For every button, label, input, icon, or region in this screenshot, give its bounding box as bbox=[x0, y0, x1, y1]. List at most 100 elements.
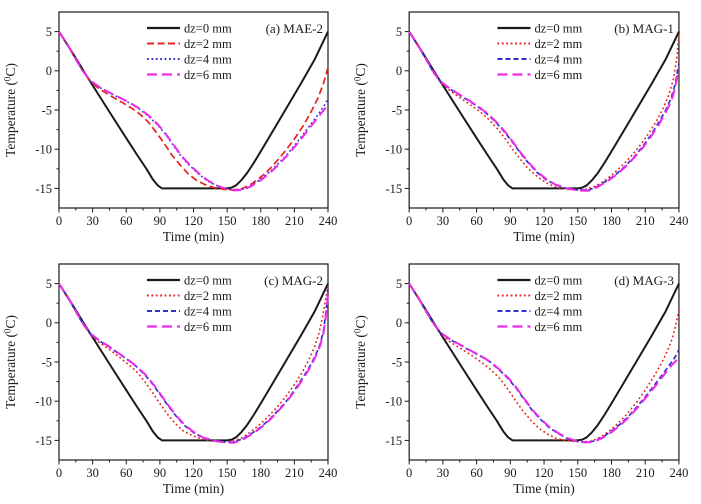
y-axis-label: Temperature (0C) bbox=[3, 315, 19, 409]
x-tick-label: 30 bbox=[437, 466, 450, 480]
subplot-d-canvas: 0 30 60 90 120 150 180 210 240 5 0 -5 -10 -15 Time (mi… bbox=[353, 263, 689, 496]
legend-label: dz=4 mm bbox=[535, 52, 583, 66]
x-tick-label: 210 bbox=[285, 214, 304, 228]
x-axis-label: Time (min) bbox=[513, 229, 574, 244]
legend-label: dz=0 mm bbox=[184, 273, 232, 287]
subplot-a: 0 30 60 90 120 150 180 210 240 5 0 -5 -10 -15 Time (mi… bbox=[0, 0, 350, 252]
y-tick-label: 0 bbox=[396, 64, 402, 78]
legend-label: dz=0 mm bbox=[535, 21, 583, 35]
subplot-a-canvas: 0 30 60 90 120 150 180 210 240 5 0 -5 -10 -15 Time (mi… bbox=[3, 11, 338, 244]
curve-dz-2-mm bbox=[408, 31, 680, 191]
legend-label: dz=0 mm bbox=[535, 273, 583, 287]
legend-label: dz=2 mm bbox=[535, 37, 583, 51]
curve-dz-2-mm bbox=[58, 283, 329, 443]
x-tick-label: 210 bbox=[636, 214, 655, 228]
curve-dz-6-mm bbox=[58, 31, 329, 192]
y-tick-label: -15 bbox=[385, 182, 402, 196]
subplot-d: 0 30 60 90 120 150 180 210 240 5 0 -5 -10 -15 Time (mi… bbox=[350, 252, 701, 504]
x-tick-label: 120 bbox=[184, 466, 203, 480]
legend-label: dz=2 mm bbox=[184, 289, 232, 303]
subplot-c: 0 30 60 90 120 150 180 210 240 5 0 -5 -10 -15 Time (mi… bbox=[0, 252, 350, 504]
x-tick-label: 150 bbox=[218, 466, 237, 480]
x-tick-label: 60 bbox=[120, 214, 133, 228]
x-tick-label: 60 bbox=[470, 466, 483, 480]
curve-dz-2-mm bbox=[58, 31, 329, 191]
subplot-title: (c) MAG-2 bbox=[264, 273, 323, 288]
curve-dz-6-mm bbox=[408, 283, 680, 444]
x-tick-label: 240 bbox=[319, 214, 338, 228]
x-axis-label: Time (min) bbox=[163, 229, 224, 244]
x-tick-label: 210 bbox=[285, 466, 304, 480]
x-axis-label: Time (min) bbox=[163, 481, 224, 496]
y-tick-label: 0 bbox=[396, 316, 402, 330]
legend-label: dz=4 mm bbox=[184, 52, 232, 66]
curve-dz-0-mm bbox=[58, 283, 329, 442]
x-tick-label: 0 bbox=[56, 214, 62, 228]
y-axis-label: Temperature (0C) bbox=[353, 315, 369, 409]
x-tick-label: 240 bbox=[319, 466, 338, 480]
legend-label: dz=0 mm bbox=[184, 21, 232, 35]
y-tick-label: 5 bbox=[46, 25, 52, 39]
legend-label: dz=6 mm bbox=[184, 320, 232, 334]
curve-dz-0-mm bbox=[408, 31, 680, 190]
subplot-b: 0 30 60 90 120 150 180 210 240 5 0 -5 -10 -15 Time (mi… bbox=[350, 0, 701, 252]
legend-label: dz=4 mm bbox=[184, 304, 232, 318]
subplot-title: (a) MAE-2 bbox=[266, 21, 323, 36]
y-tick-label: 0 bbox=[46, 316, 52, 330]
curve-dz-6-mm bbox=[408, 31, 680, 192]
legend-label: dz=4 mm bbox=[535, 304, 583, 318]
x-tick-label: 150 bbox=[568, 214, 587, 228]
subplot-c-canvas: 0 30 60 90 120 150 180 210 240 5 0 -5 -10 -15 Time (mi… bbox=[3, 263, 338, 496]
y-tick-label: -10 bbox=[385, 395, 402, 409]
y-tick-label: -15 bbox=[35, 182, 52, 196]
y-tick-label: -15 bbox=[35, 434, 52, 448]
y-axis-label: Temperature (0C) bbox=[3, 63, 19, 157]
legend-label: dz=6 mm bbox=[535, 68, 583, 82]
x-axis-label: Time (min) bbox=[513, 481, 574, 496]
curve-dz-0-mm bbox=[58, 31, 329, 190]
y-tick-label: 0 bbox=[46, 64, 52, 78]
subplot-title: (d) MAG-3 bbox=[614, 273, 674, 288]
x-tick-label: 30 bbox=[437, 214, 450, 228]
x-tick-label: 90 bbox=[504, 466, 517, 480]
x-tick-label: 120 bbox=[535, 466, 554, 480]
x-tick-label: 180 bbox=[602, 466, 621, 480]
x-tick-label: 210 bbox=[636, 466, 655, 480]
y-tick-label: -10 bbox=[35, 143, 52, 157]
x-tick-label: 150 bbox=[568, 466, 587, 480]
x-tick-label: 120 bbox=[535, 214, 554, 228]
y-tick-label: -10 bbox=[35, 395, 52, 409]
x-tick-label: 120 bbox=[184, 214, 203, 228]
x-tick-label: 90 bbox=[504, 214, 517, 228]
legend-label: dz=6 mm bbox=[535, 320, 583, 334]
y-axis-label: Temperature (0C) bbox=[353, 63, 369, 157]
x-tick-label: 240 bbox=[670, 466, 689, 480]
x-tick-label: 0 bbox=[406, 214, 412, 228]
y-tick-label: 5 bbox=[396, 277, 402, 291]
legend-label: dz=6 mm bbox=[184, 68, 232, 82]
y-tick-label: -5 bbox=[392, 355, 402, 369]
x-tick-label: 90 bbox=[154, 466, 167, 480]
y-tick-label: -15 bbox=[385, 434, 402, 448]
x-tick-label: 0 bbox=[56, 466, 62, 480]
legend-label: dz=2 mm bbox=[184, 37, 232, 51]
y-tick-label: -10 bbox=[385, 143, 402, 157]
x-tick-label: 180 bbox=[251, 214, 270, 228]
x-tick-label: 30 bbox=[86, 214, 99, 228]
x-tick-label: 180 bbox=[251, 466, 270, 480]
x-tick-label: 180 bbox=[602, 214, 621, 228]
y-tick-label: 5 bbox=[396, 25, 402, 39]
x-tick-label: 60 bbox=[120, 466, 133, 480]
x-tick-label: 30 bbox=[86, 466, 99, 480]
x-tick-label: 90 bbox=[154, 214, 167, 228]
y-tick-label: -5 bbox=[392, 103, 402, 117]
y-tick-label: -5 bbox=[42, 103, 52, 117]
legend-label: dz=2 mm bbox=[535, 289, 583, 303]
y-tick-label: -5 bbox=[42, 355, 52, 369]
x-tick-label: 0 bbox=[406, 466, 412, 480]
y-tick-label: 5 bbox=[46, 277, 52, 291]
curve-dz-2-mm bbox=[408, 283, 680, 443]
subplot-title: (b) MAG-1 bbox=[614, 21, 674, 36]
x-tick-label: 150 bbox=[218, 214, 237, 228]
